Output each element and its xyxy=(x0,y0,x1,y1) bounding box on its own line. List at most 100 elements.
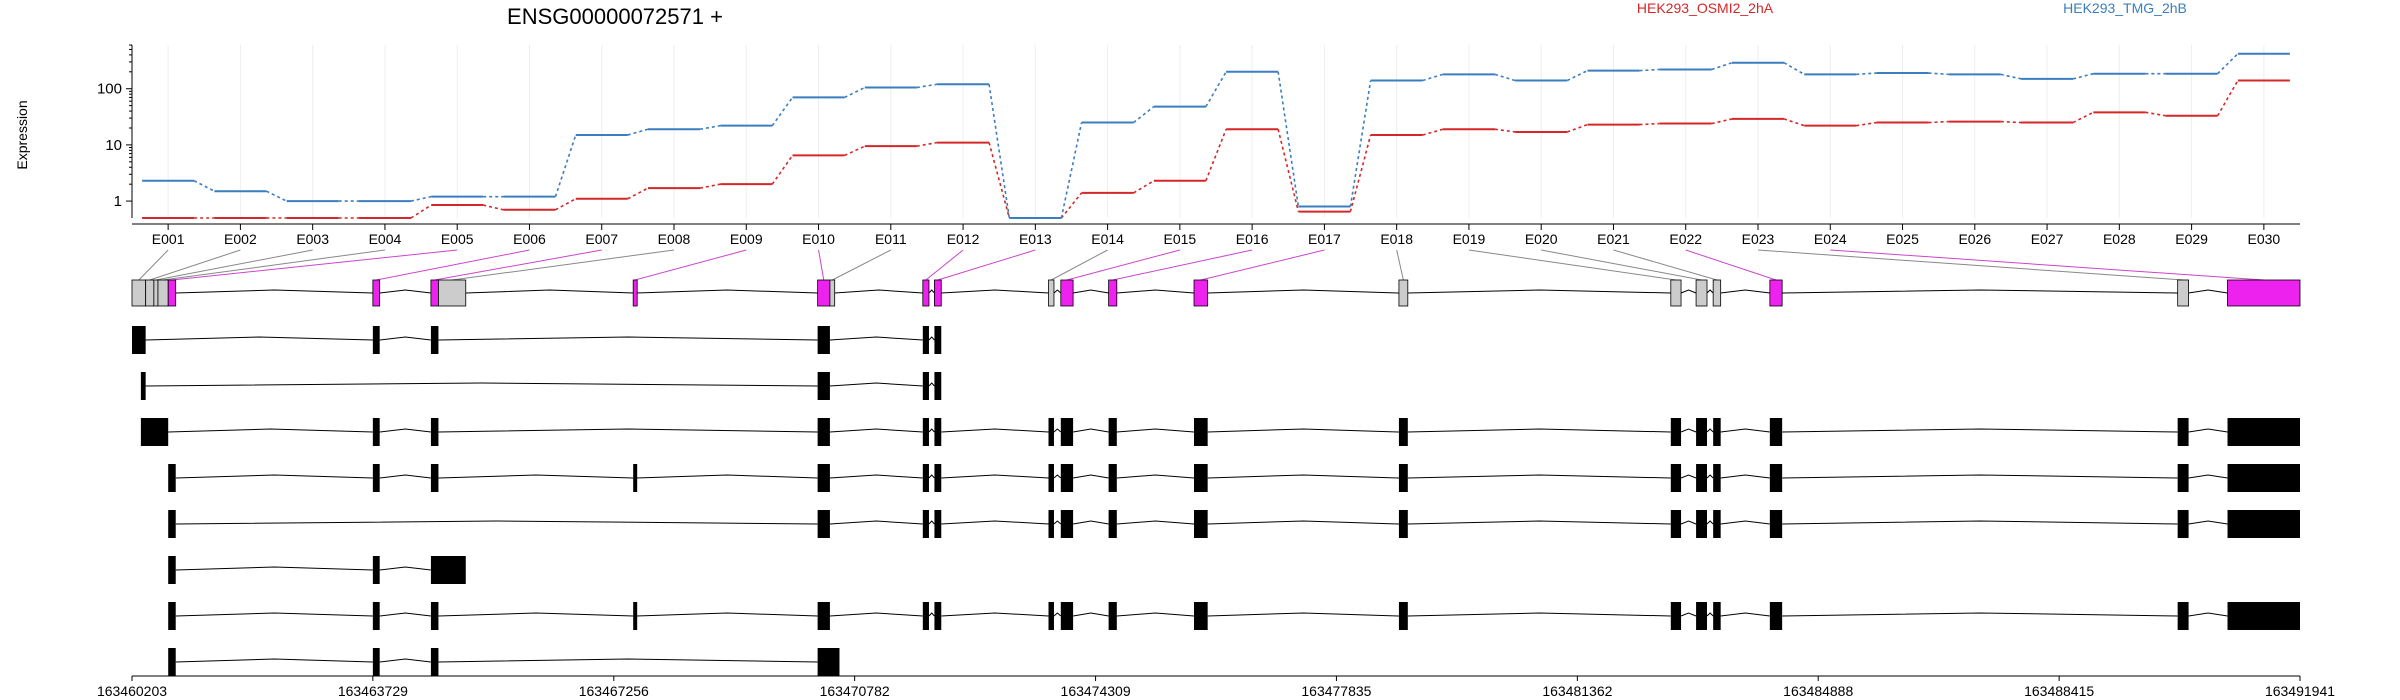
transcript-exon xyxy=(633,602,638,630)
intron xyxy=(379,612,431,617)
x-tick-label: E008 xyxy=(658,231,691,247)
series-segment xyxy=(1277,129,1300,212)
intron xyxy=(928,520,935,525)
series-segment xyxy=(771,96,794,127)
intron xyxy=(1407,474,1671,479)
x-tick-label: E009 xyxy=(730,231,763,247)
transcript-exon xyxy=(2177,464,2189,492)
intron xyxy=(175,566,373,571)
series-segment xyxy=(1856,121,1877,127)
intron xyxy=(1706,289,1714,294)
genomic-axis: 163460203 163463729 163467256 163470782 1634… xyxy=(97,675,2335,699)
series-segment xyxy=(410,204,432,219)
intron xyxy=(145,382,818,387)
exon-connector xyxy=(149,249,241,281)
exon-box xyxy=(922,279,930,307)
intron xyxy=(1053,428,1062,433)
x-tick-label: E015 xyxy=(1164,231,1197,247)
series-segment xyxy=(627,128,649,136)
intron xyxy=(2188,474,2228,479)
exon-connector xyxy=(376,249,530,281)
intron xyxy=(829,336,923,341)
exon-connector xyxy=(1112,249,1253,281)
grid-lines xyxy=(167,45,2265,218)
transcript-exon xyxy=(934,464,942,492)
intron xyxy=(1207,474,1399,479)
series-segment xyxy=(916,141,938,147)
transcript-exon xyxy=(430,602,439,630)
transcript-exon xyxy=(1048,464,1054,492)
intron xyxy=(928,289,935,294)
exon-box xyxy=(1398,279,1409,307)
x-tick-label: E014 xyxy=(1091,231,1124,247)
exon-box xyxy=(438,279,467,307)
intron xyxy=(175,612,373,617)
x-tick-label: E030 xyxy=(2248,231,2281,247)
genomic-tick-label: 163481362 xyxy=(1542,683,1612,699)
intron xyxy=(1782,289,2178,294)
exon-connector xyxy=(1541,249,1702,281)
x-tick-label: E026 xyxy=(1958,231,1991,247)
exon-box xyxy=(1695,279,1708,307)
transcript-exon xyxy=(2177,418,2189,446)
transcript-exon xyxy=(1696,418,1708,446)
intron xyxy=(928,612,935,617)
exon-connector xyxy=(634,249,747,281)
exon-connector xyxy=(452,249,675,281)
series-segment xyxy=(1205,128,1227,182)
series-segment xyxy=(699,183,721,189)
intron xyxy=(1207,612,1399,617)
transcript-exon xyxy=(633,464,638,492)
transcript-exon xyxy=(1048,602,1054,630)
intron xyxy=(1053,289,1062,294)
intron xyxy=(1680,289,1697,294)
intron xyxy=(829,474,923,479)
transcript-exon xyxy=(817,510,830,538)
series-segment xyxy=(2000,73,2022,80)
transcript-exon xyxy=(168,648,176,676)
series-segment xyxy=(1639,68,1660,72)
intron xyxy=(941,474,1049,479)
intron xyxy=(1073,474,1109,479)
intron xyxy=(928,474,935,479)
series-segment xyxy=(1060,122,1083,219)
genomic-tick-label: 163463729 xyxy=(338,683,408,699)
exon-connector xyxy=(1830,249,2264,281)
y-axis: 1 10 100 xyxy=(97,44,133,218)
exon-box xyxy=(430,279,439,307)
exon-box xyxy=(1060,279,1074,307)
intron xyxy=(145,336,373,341)
x-tick-label: E012 xyxy=(947,231,980,247)
transcript-exon xyxy=(1769,418,1783,446)
intron xyxy=(1782,428,2178,433)
x-tick-label: E022 xyxy=(1669,231,1702,247)
chart-title: ENSG00000072571 + xyxy=(507,4,723,29)
exon-box xyxy=(145,279,155,307)
intron xyxy=(1407,520,1671,525)
transcript-exon xyxy=(1194,510,1208,538)
intron xyxy=(941,289,1049,294)
transcript-exon xyxy=(1696,602,1708,630)
intron xyxy=(1207,428,1399,433)
transcript-exon xyxy=(1048,418,1054,446)
intron xyxy=(175,520,818,525)
transcript-tracks xyxy=(132,326,2300,676)
transcript-exon xyxy=(922,326,929,354)
intron xyxy=(636,289,818,294)
transcript-exon xyxy=(430,464,439,492)
transcript-exon xyxy=(1713,602,1721,630)
transcript-exon xyxy=(1194,602,1208,630)
transcript-exon xyxy=(2177,602,2189,630)
series-segment xyxy=(1494,128,1516,133)
x-tick-label: E017 xyxy=(1308,231,1341,247)
exon-connector xyxy=(1396,249,1404,281)
intron xyxy=(1053,474,1062,479)
transcript-exon xyxy=(372,418,380,446)
transcript-exon xyxy=(922,418,929,446)
transcript-exon xyxy=(168,602,176,630)
series-segment xyxy=(1133,105,1155,124)
exon-box xyxy=(2177,279,2189,307)
exon-connectors xyxy=(138,249,2264,281)
series-segment xyxy=(1566,69,1588,82)
intron xyxy=(438,658,818,663)
